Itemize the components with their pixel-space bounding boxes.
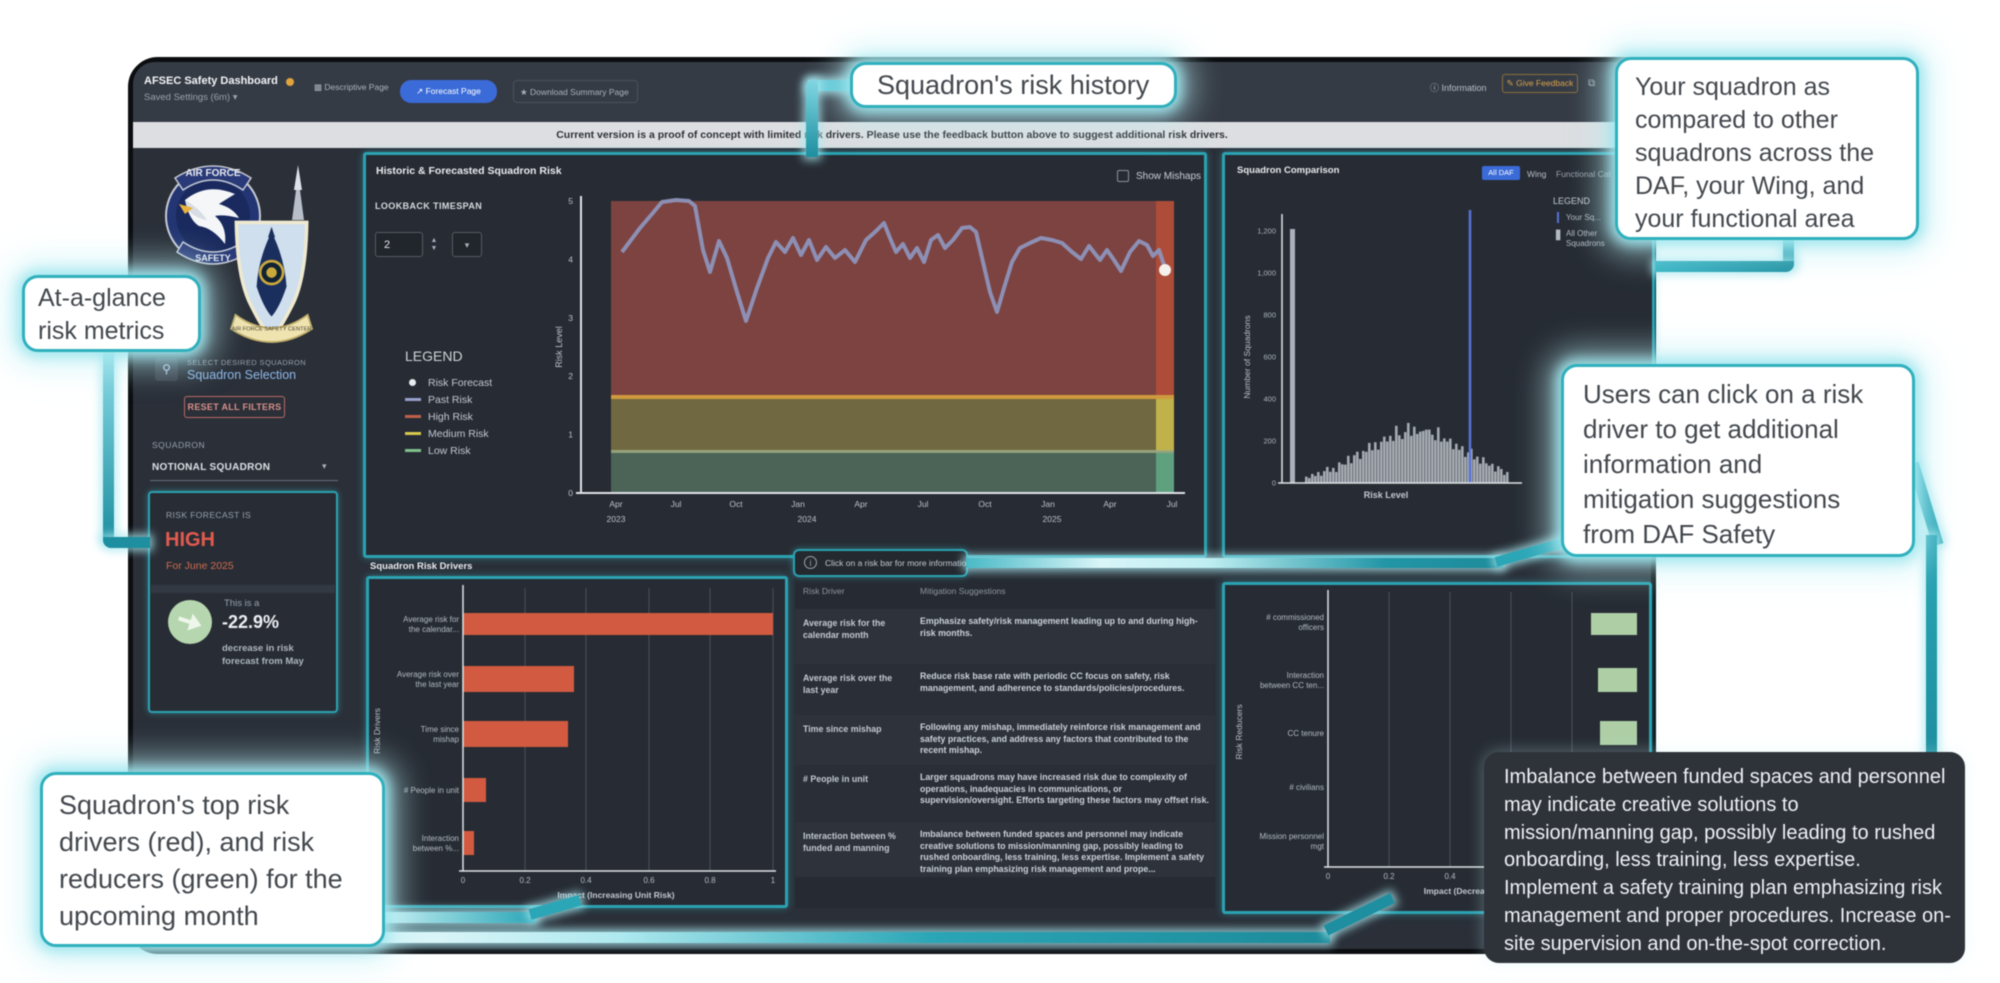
svg-text:3: 3	[568, 313, 573, 323]
svg-text:between CC ten...: between CC ten...	[1260, 681, 1324, 690]
svg-text:Risk Drivers: Risk Drivers	[372, 708, 382, 754]
svg-text:2025: 2025	[1043, 514, 1062, 524]
svg-text:0.8: 0.8	[704, 876, 716, 885]
svg-text:2024: 2024	[798, 514, 817, 524]
svg-text:Oct: Oct	[978, 499, 992, 509]
svg-text:0: 0	[1272, 479, 1276, 488]
svg-text:the calendar...: the calendar...	[409, 625, 459, 634]
svg-text:mgt: mgt	[1311, 842, 1325, 851]
svg-text:200: 200	[1263, 437, 1276, 446]
svg-text:Mission personnel: Mission personnel	[1260, 832, 1325, 841]
svg-text:0.4: 0.4	[1444, 872, 1456, 881]
svg-text:0.6: 0.6	[643, 876, 655, 885]
svg-text:# People in unit: # People in unit	[404, 786, 460, 795]
svg-text:400: 400	[1263, 395, 1276, 404]
svg-text:Oct: Oct	[729, 499, 743, 509]
svg-text:Risk Level: Risk Level	[554, 326, 564, 368]
svg-text:800: 800	[1263, 311, 1276, 320]
svg-text:mishap: mishap	[433, 735, 459, 744]
svg-text:Jul: Jul	[671, 499, 682, 509]
svg-text:between %...: between %...	[413, 844, 459, 853]
svg-text:Average risk over: Average risk over	[397, 670, 459, 679]
svg-text:Jan: Jan	[1041, 499, 1055, 509]
svg-text:0: 0	[568, 488, 573, 498]
svg-text:0.2: 0.2	[1383, 872, 1395, 881]
svg-text:600: 600	[1263, 353, 1276, 362]
svg-text:Jan: Jan	[791, 499, 805, 509]
svg-text:officers: officers	[1298, 623, 1324, 632]
svg-text:2: 2	[568, 371, 573, 381]
svg-text:4: 4	[568, 254, 573, 264]
svg-text:Average risk for: Average risk for	[403, 615, 459, 624]
svg-text:# commissioned: # commissioned	[1266, 613, 1324, 622]
svg-text:SAFETY: SAFETY	[195, 253, 231, 263]
svg-text:1: 1	[568, 430, 573, 440]
svg-text:Time since: Time since	[421, 725, 460, 734]
svg-text:Jul: Jul	[918, 499, 929, 509]
svg-text:Jul: Jul	[1167, 499, 1178, 509]
svg-text:0.2: 0.2	[519, 876, 531, 885]
svg-text:1: 1	[771, 876, 776, 885]
svg-text:# civilians: # civilians	[1289, 783, 1324, 792]
svg-text:0: 0	[461, 876, 466, 885]
svg-text:AIR FORCE SAFETY CENTER: AIR FORCE SAFETY CENTER	[232, 327, 312, 333]
svg-text:CC tenure: CC tenure	[1288, 729, 1325, 738]
svg-text:the last year: the last year	[415, 680, 459, 689]
svg-text:Interaction: Interaction	[422, 834, 459, 843]
svg-text:Risk Level: Risk Level	[1364, 490, 1409, 500]
svg-text:0.4: 0.4	[580, 876, 592, 885]
svg-text:0: 0	[1326, 872, 1331, 881]
svg-text:Apr: Apr	[1103, 499, 1116, 509]
svg-text:Interaction: Interaction	[1287, 671, 1324, 680]
svg-text:5: 5	[568, 196, 573, 206]
svg-text:Impact (Increasing Unit Risk): Impact (Increasing Unit Risk)	[557, 890, 674, 900]
svg-text:1,200: 1,200	[1257, 227, 1276, 236]
svg-text:Apr: Apr	[854, 499, 867, 509]
svg-text:AIR FORCE: AIR FORCE	[186, 168, 241, 179]
svg-text:Apr: Apr	[609, 499, 622, 509]
svg-text:Number of Squadrons: Number of Squadrons	[1242, 315, 1252, 398]
svg-text:Risk Reducers: Risk Reducers	[1234, 704, 1244, 759]
svg-text:2023: 2023	[607, 514, 626, 524]
svg-text:1,000: 1,000	[1257, 269, 1276, 278]
